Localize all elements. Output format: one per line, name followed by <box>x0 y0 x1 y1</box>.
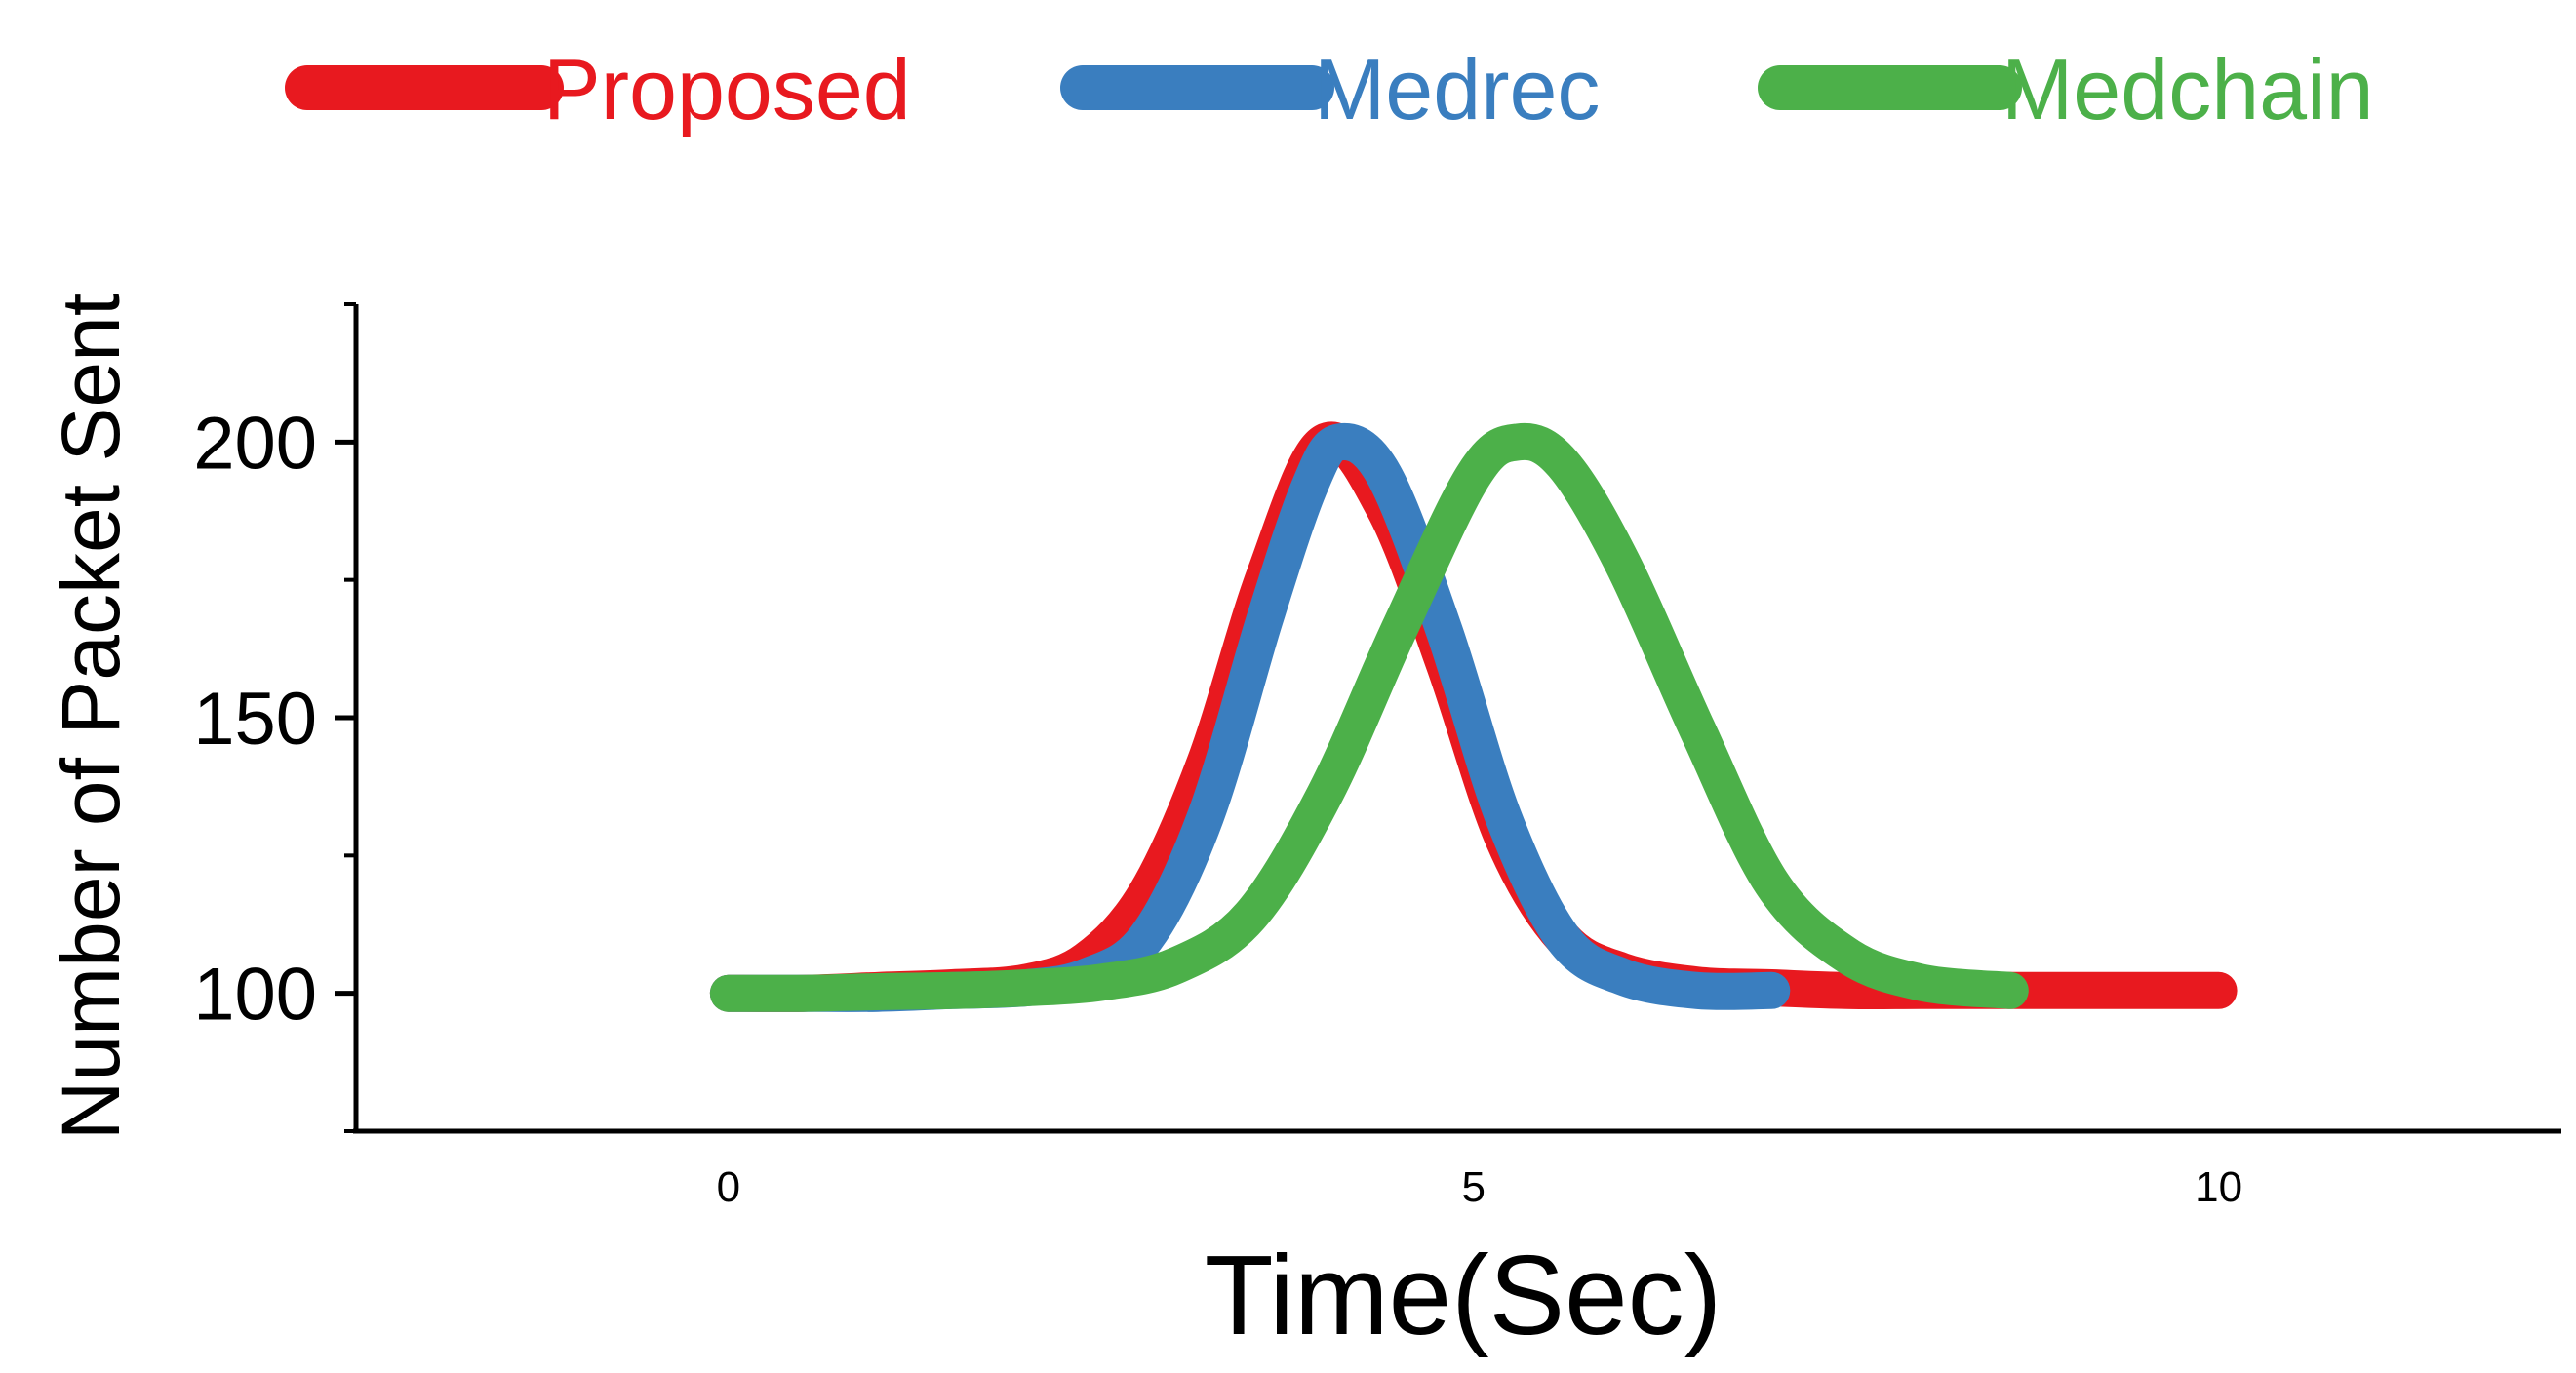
legend-item-proposed: Proposed <box>285 41 911 137</box>
y-tick-label: 100 <box>193 954 317 1037</box>
x-tick-label: 5 <box>1462 1163 1486 1211</box>
legend-label-proposed: Proposed <box>543 41 911 137</box>
x-tick-label: 10 <box>2195 1163 2242 1211</box>
legend: Proposed Medrec Medchain <box>285 41 2374 137</box>
legend-label-medrec: Medrec <box>1314 41 1600 137</box>
y-tick-label: 200 <box>193 402 317 485</box>
legend-item-medrec: Medrec <box>1060 41 1600 137</box>
axes: 100 150 200 0 5 10 <box>193 302 2561 1211</box>
x-ticks: 0 5 10 <box>717 1163 2242 1211</box>
x-axis-title: Time(Sec) <box>1205 1232 1723 1358</box>
legend-label-medchain: Medchain <box>2001 41 2374 137</box>
series-layer <box>709 421 2238 1012</box>
y-axis-title: Number of Packet Sent <box>45 294 137 1140</box>
series-line-medchain <box>709 422 2029 1012</box>
x-tick-label: 0 <box>717 1163 740 1211</box>
y-tick-label: 150 <box>193 678 317 761</box>
legend-item-medchain: Medchain <box>1758 41 2374 137</box>
y-ticks: 100 150 200 <box>193 302 356 1133</box>
